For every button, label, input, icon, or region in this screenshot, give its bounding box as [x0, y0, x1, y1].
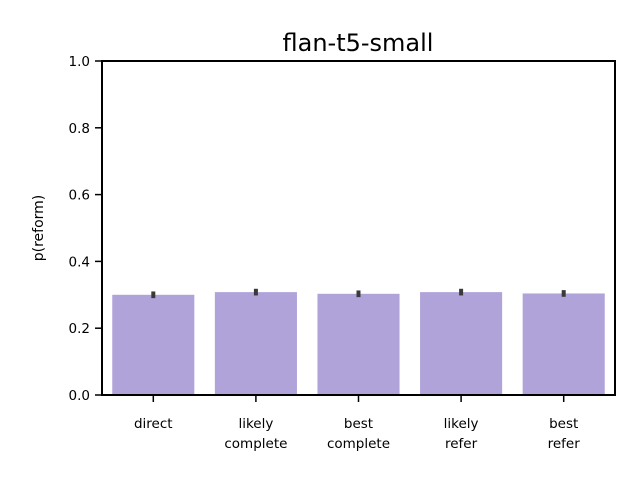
- x-tick-label-line: refer: [548, 436, 581, 452]
- bars-group: [112, 292, 605, 395]
- x-tick-label-line: best: [344, 416, 373, 432]
- y-axis: 0.0 0.2 0.4 0.6 0.8 1.0: [69, 54, 102, 404]
- bar: [420, 292, 503, 395]
- x-tick-label-line: likely: [444, 416, 479, 432]
- x-tick-label-line: complete: [224, 436, 287, 452]
- x-tick-label-line: best: [549, 416, 578, 432]
- x-tick-label: best refer: [548, 416, 581, 452]
- error-bars-group: [151, 288, 566, 299]
- x-tick-label-line: refer: [445, 436, 478, 452]
- y-tick-label: 0.6: [69, 188, 90, 204]
- y-tick-label: 0.4: [69, 254, 90, 270]
- x-tick-label-line: direct: [134, 416, 173, 432]
- x-tick-label-line: complete: [327, 436, 390, 452]
- x-tick-label: best complete: [327, 416, 390, 452]
- bar: [317, 293, 400, 395]
- bar: [112, 294, 195, 395]
- y-tick-label: 0.2: [69, 321, 90, 337]
- plot-frame: [101, 60, 616, 396]
- x-tick-label: likely refer: [444, 416, 479, 452]
- bar: [522, 293, 605, 395]
- bar: [214, 292, 297, 395]
- y-tick-label: 0.0: [69, 388, 90, 404]
- chart-title: flan-t5-small: [283, 29, 434, 57]
- y-tick-label: 0.8: [69, 121, 90, 137]
- x-tick-label: direct: [134, 416, 173, 432]
- y-tick-label: 1.0: [69, 54, 90, 70]
- x-axis: direct likely complete best complete likely re…: [134, 395, 580, 452]
- y-axis-label: p(reform): [31, 195, 47, 262]
- x-tick-label: likely complete: [224, 416, 287, 452]
- x-tick-label-line: likely: [238, 416, 273, 432]
